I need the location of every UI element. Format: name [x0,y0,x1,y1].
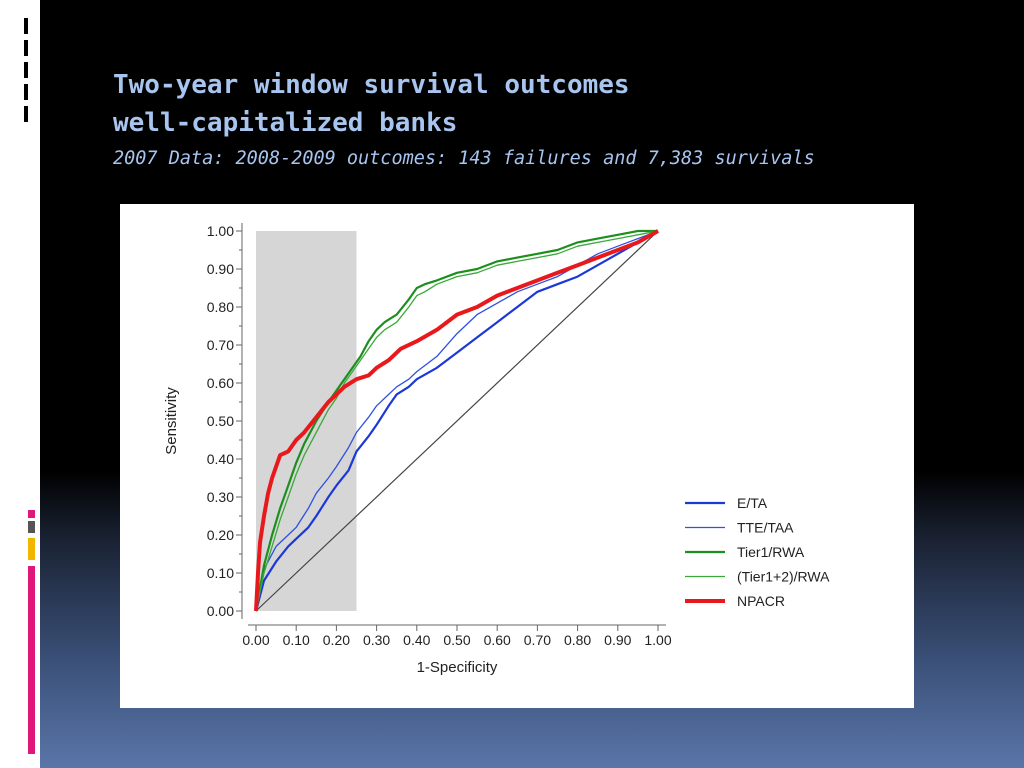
x-tick-label: 0.20 [323,632,350,648]
legend-label-e-ta: E/TA [737,495,768,511]
x-tick-label: 0.80 [564,632,591,648]
y-tick-label: 0.10 [207,565,234,581]
legend-label-tier1-2-rwa: (Tier1+2)/RWA [737,569,830,585]
reference-diagonal [255,230,659,612]
strip-bar [24,40,28,56]
legend-label-npacr: NPACR [737,593,785,609]
y-tick-label: 0.30 [207,489,234,505]
x-tick-label: 0.10 [283,632,310,648]
strip-bar [24,62,28,78]
strip-bar [24,106,28,122]
title-line-1: Two-year window survival outcomes [113,70,630,100]
accent-square-pink [28,510,35,518]
y-axis-label: Sensitivity [163,387,180,455]
left-decoration-strip [0,0,40,768]
y-tick-label: 0.40 [207,451,234,467]
legend-label-tier1-rwa: Tier1/RWA [737,544,805,560]
roc-chart: Sensitivity 1-Specificity 0.00 0.10 0.20 0.… [163,223,830,676]
chart-panel: Sensitivity 1-Specificity 0.00 0.10 0.20 0.… [120,204,914,708]
series-line-tier1-2-rwa [255,230,659,612]
accent-square-gray [28,521,35,533]
strip-bar [24,18,28,34]
series-line-tier1-rwa [254,229,658,612]
legend-label-tte-taa: TTE/TAA [737,520,794,536]
shaded-region [256,231,357,611]
x-tick-label: 0.70 [524,632,551,648]
x-tick-label: 0.40 [403,632,430,648]
accent-square-yellow [28,538,35,560]
y-tick-label: 0.20 [207,527,234,543]
y-tick-label: 0.60 [207,375,234,391]
y-tick-label: 1.00 [207,223,234,239]
x-tick-label: 1.00 [644,632,671,648]
x-tick-label: 0.90 [604,632,631,648]
x-tick-label: 0.60 [484,632,511,648]
slide-title: Two-year window survival outcomes well-c… [113,66,630,142]
y-tick-label: 0.90 [207,261,234,277]
accent-bar-pink [28,566,35,754]
x-axis-label: 1-Specificity [417,659,498,676]
y-tick-label: 0.00 [207,603,234,619]
series-line-e-ta [254,230,659,612]
strip-bar [24,84,28,100]
title-line-2: well-capitalized banks [113,108,458,138]
y-tick-label: 0.80 [207,299,234,315]
y-tick-label: 0.50 [207,413,234,429]
x-tick-label: 0.30 [363,632,390,648]
y-tick-label: 0.70 [207,337,234,353]
x-tick-label: 0.00 [242,632,269,648]
series-line-npacr [254,229,659,612]
x-tick-label: 0.50 [443,632,470,648]
series-line-tte-taa [255,230,659,612]
slide-subtitle: 2007 Data: 2008-2009 outcomes: 143 failu… [113,148,815,169]
